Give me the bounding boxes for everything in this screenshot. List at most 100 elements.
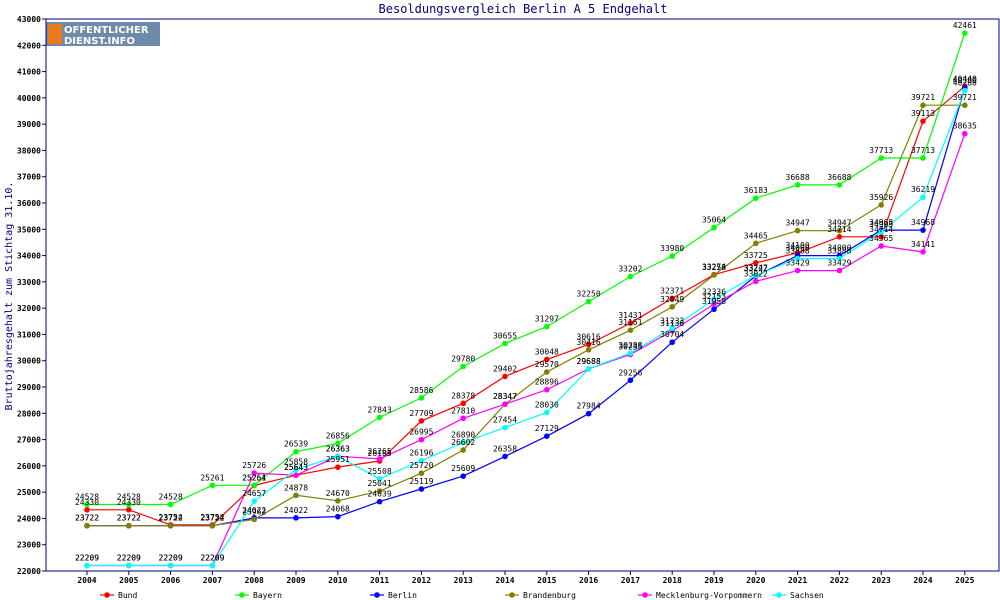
data-point [167, 501, 174, 508]
data-point [585, 410, 592, 417]
data-label: 23722 [200, 514, 224, 523]
data-point [335, 464, 341, 470]
data-label: 31297 [535, 315, 559, 324]
data-label: 24657 [242, 489, 266, 498]
data-point [418, 436, 425, 443]
data-point [878, 155, 884, 161]
y-tick-label: 39000 [17, 120, 41, 129]
data-label: 26265 [368, 447, 392, 456]
data-label: 29570 [535, 360, 559, 369]
data-point [293, 515, 299, 521]
data-label: 34000 [827, 244, 851, 253]
data-point [84, 562, 90, 569]
data-label: 34968 [869, 218, 893, 227]
data-point [753, 240, 759, 247]
y-tick-label: 23000 [17, 541, 41, 550]
data-label: 37713 [869, 146, 893, 155]
data-label: 34465 [744, 231, 768, 240]
data-point [376, 414, 383, 421]
data-label: 40280 [953, 78, 977, 87]
data-point [502, 340, 508, 347]
data-label: 36183 [744, 186, 768, 195]
data-point [126, 562, 132, 569]
data-label: 30704 [660, 330, 684, 339]
x-tick-label: 2021 [788, 576, 807, 585]
data-label: 22209 [117, 554, 141, 563]
y-tick-label: 26000 [17, 462, 41, 471]
data-point [502, 453, 508, 460]
data-point [836, 234, 843, 240]
data-point [753, 260, 759, 266]
data-point [962, 102, 968, 108]
data-point [502, 424, 508, 431]
data-label: 27843 [368, 405, 392, 414]
data-point [460, 447, 467, 453]
data-point [836, 267, 843, 274]
data-point [251, 516, 257, 523]
data-label: 39113 [911, 109, 935, 118]
data-label: 33429 [827, 259, 851, 268]
data-point [920, 118, 926, 124]
data-point [209, 562, 216, 569]
legend-swatch-dot [642, 592, 648, 598]
data-label: 22209 [200, 554, 224, 563]
data-point [126, 522, 132, 529]
data-point [920, 102, 926, 108]
data-label: 34000 [786, 244, 810, 253]
y-tick-label: 32000 [17, 304, 41, 313]
x-tick-label: 2016 [579, 576, 598, 585]
data-label: 22209 [75, 554, 99, 563]
data-point [167, 562, 174, 569]
legend-entry: Bund [118, 591, 137, 600]
data-point [376, 488, 383, 494]
data-point [711, 272, 717, 278]
data-point [920, 227, 926, 233]
data-label: 25643 [284, 463, 308, 472]
data-label: 24670 [326, 489, 350, 498]
data-label: 26602 [451, 438, 475, 447]
data-label: 23722 [75, 514, 99, 523]
data-label: 24330 [75, 498, 99, 507]
data-label: 33247 [744, 263, 768, 272]
data-label: 34141 [911, 240, 935, 249]
data-label: 22209 [75, 554, 99, 563]
data-label: 40380 [953, 76, 977, 85]
series-line-2 [87, 87, 966, 527]
data-label: 28347 [493, 392, 517, 401]
data-label: 24022 [242, 506, 266, 515]
data-label: 32153 [702, 292, 726, 301]
y-axis: 22000 23000 24000 25000 26000 27000 28000 29000… [17, 15, 46, 576]
y-tick-label: 28000 [17, 409, 41, 418]
data-label: 23754 [159, 513, 183, 522]
data-label: 29402 [493, 364, 517, 373]
data-point [544, 433, 550, 439]
y-tick-label: 37000 [17, 173, 41, 182]
data-point [544, 356, 550, 363]
logo-line1: OFFENTLICHER [64, 25, 149, 36]
data-point [962, 130, 968, 137]
data-point [627, 273, 634, 280]
data-point [585, 341, 592, 348]
data-point [376, 456, 383, 462]
data-label: 29688 [577, 357, 601, 366]
logo-line2: DIENST.INFO [64, 36, 135, 47]
data-label: 39721 [953, 93, 977, 102]
data-point [126, 501, 132, 508]
data-label: 34100 [786, 241, 810, 250]
data-point [878, 229, 884, 235]
x-axis: 2004 2005 2006 2007 2008 2009 2010 2011 2012 2013… [77, 571, 975, 585]
data-label: 25858 [284, 458, 308, 467]
data-point [126, 506, 132, 513]
x-tick-label: 2023 [872, 576, 891, 585]
data-label: 22209 [117, 554, 141, 563]
data-label: 33022 [744, 269, 768, 278]
data-label: 30655 [493, 331, 517, 340]
data-label: 23722 [117, 514, 141, 523]
y-tick-label: 22000 [17, 567, 41, 576]
data-label: 33258 [702, 263, 726, 272]
data-point [920, 249, 926, 255]
logo: OFFENTLICHER DIENST.INFO [46, 22, 160, 47]
data-point [460, 439, 467, 446]
data-label: 26995 [409, 428, 433, 437]
y-tick-label: 38000 [17, 146, 41, 155]
